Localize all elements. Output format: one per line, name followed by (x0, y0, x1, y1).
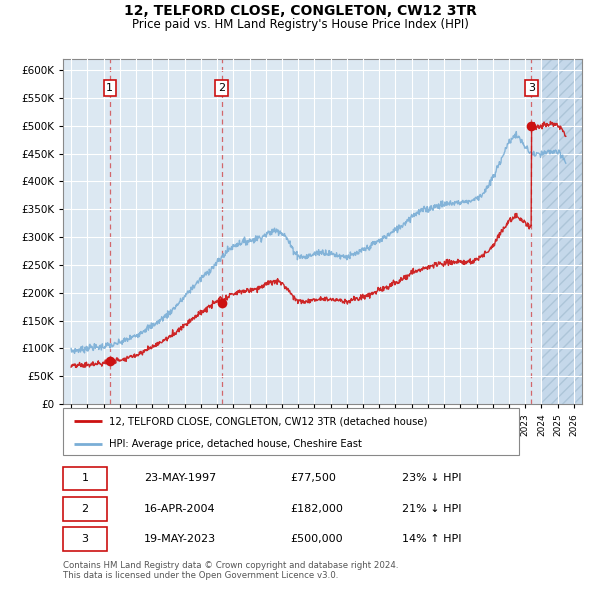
Text: 12, TELFORD CLOSE, CONGLETON, CW12 3TR: 12, TELFORD CLOSE, CONGLETON, CW12 3TR (124, 4, 476, 18)
Text: 1: 1 (82, 473, 89, 483)
FancyBboxPatch shape (63, 527, 107, 551)
Bar (541, 59, 582, 404)
Text: £500,000: £500,000 (290, 535, 343, 545)
Text: 19-MAY-2023: 19-MAY-2023 (144, 535, 216, 545)
Text: 2: 2 (218, 83, 225, 93)
Text: £182,000: £182,000 (290, 504, 343, 514)
Text: 21% ↓ HPI: 21% ↓ HPI (403, 504, 462, 514)
Text: 23-MAY-1997: 23-MAY-1997 (144, 473, 216, 483)
Text: 12, TELFORD CLOSE, CONGLETON, CW12 3TR (detached house): 12, TELFORD CLOSE, CONGLETON, CW12 3TR (… (109, 417, 427, 427)
FancyBboxPatch shape (63, 467, 107, 490)
Text: 2: 2 (82, 504, 89, 514)
FancyBboxPatch shape (63, 408, 519, 455)
Text: Price paid vs. HM Land Registry's House Price Index (HPI): Price paid vs. HM Land Registry's House … (131, 18, 469, 31)
Text: 16-APR-2004: 16-APR-2004 (144, 504, 215, 514)
Text: 1: 1 (106, 83, 113, 93)
Text: £77,500: £77,500 (290, 473, 336, 483)
Text: HPI: Average price, detached house, Cheshire East: HPI: Average price, detached house, Ches… (109, 439, 361, 448)
Text: Contains HM Land Registry data © Crown copyright and database right 2024.
This d: Contains HM Land Registry data © Crown c… (63, 560, 398, 580)
Text: 14% ↑ HPI: 14% ↑ HPI (403, 535, 462, 545)
FancyBboxPatch shape (63, 497, 107, 521)
Text: 3: 3 (82, 535, 89, 545)
Text: 23% ↓ HPI: 23% ↓ HPI (403, 473, 462, 483)
Text: 3: 3 (528, 83, 535, 93)
